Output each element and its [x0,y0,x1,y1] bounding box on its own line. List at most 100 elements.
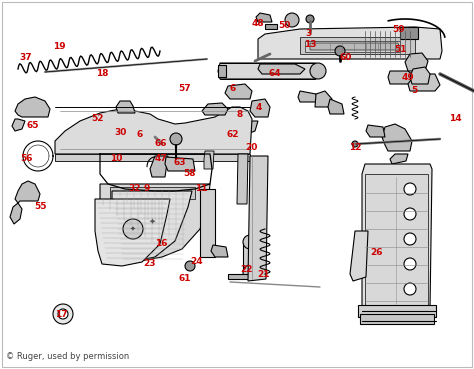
Circle shape [306,15,314,23]
Polygon shape [328,99,344,114]
Text: © Ruger, used by permission: © Ruger, used by permission [6,352,129,361]
Polygon shape [165,157,195,171]
Text: 3: 3 [305,29,311,38]
Polygon shape [350,231,368,281]
Polygon shape [300,37,415,54]
Bar [360,314,434,324]
Text: 56: 56 [20,154,32,163]
Text: 65: 65 [27,121,39,130]
Polygon shape [150,156,168,177]
Polygon shape [211,245,228,257]
Polygon shape [362,164,432,309]
Circle shape [404,208,416,220]
Polygon shape [365,174,428,306]
Circle shape [243,235,257,249]
Text: 47: 47 [155,154,167,163]
Text: 55: 55 [34,202,46,211]
Polygon shape [200,189,215,257]
Polygon shape [405,53,428,71]
Text: 24: 24 [191,258,203,266]
Text: ✦: ✦ [130,226,136,232]
Bar [358,305,436,317]
Text: 58: 58 [183,169,196,178]
Text: 50: 50 [278,21,291,30]
Circle shape [404,283,416,295]
Text: 13: 13 [304,40,317,49]
Text: 6: 6 [137,130,143,139]
Circle shape [58,309,68,319]
Text: 64: 64 [269,69,281,78]
Polygon shape [55,107,252,154]
Text: 9: 9 [144,184,150,193]
Polygon shape [10,203,22,224]
Polygon shape [12,119,25,131]
Circle shape [404,258,416,270]
Text: 21: 21 [257,270,269,279]
Circle shape [404,233,416,245]
Text: 26: 26 [371,248,383,257]
Text: 12: 12 [349,143,362,152]
Text: 66: 66 [155,139,167,148]
Polygon shape [116,101,135,113]
Bar [228,274,250,279]
Polygon shape [310,43,400,50]
Circle shape [140,209,164,233]
Circle shape [170,133,182,145]
Text: 57: 57 [179,84,191,93]
Text: ✦: ✦ [148,217,155,225]
Polygon shape [245,121,258,134]
Polygon shape [15,97,50,117]
Text: 11: 11 [195,184,208,193]
Bar [400,27,418,39]
Text: 49: 49 [401,73,414,82]
Polygon shape [298,91,318,102]
Text: 17: 17 [55,310,68,319]
Text: 61: 61 [179,274,191,283]
Polygon shape [218,63,320,79]
Text: 30: 30 [115,128,127,137]
Polygon shape [250,99,270,117]
Text: 20: 20 [245,143,257,152]
Polygon shape [100,184,210,261]
Text: 52: 52 [91,114,103,123]
Bar [243,242,257,272]
Text: 51: 51 [394,45,407,54]
Polygon shape [225,84,252,99]
Text: 18: 18 [96,69,108,78]
Polygon shape [258,27,442,59]
Polygon shape [204,151,214,169]
Polygon shape [390,154,408,164]
Polygon shape [248,156,268,281]
Polygon shape [305,41,400,52]
Polygon shape [258,64,305,74]
Text: 4: 4 [255,103,262,111]
Text: 63: 63 [174,158,186,167]
Polygon shape [366,125,385,137]
Text: 37: 37 [20,53,32,62]
Circle shape [352,141,358,147]
Text: 23: 23 [143,259,155,268]
Text: 59: 59 [392,25,404,34]
Bar [218,65,226,77]
Polygon shape [95,199,170,266]
Text: 5: 5 [411,86,418,95]
Polygon shape [382,124,412,151]
Circle shape [185,261,195,271]
Text: 32: 32 [129,184,141,193]
Text: 8: 8 [236,110,243,119]
Polygon shape [202,103,228,115]
Text: 16: 16 [155,239,167,248]
Polygon shape [237,154,248,204]
Polygon shape [55,154,250,161]
Text: 60: 60 [340,53,352,62]
Text: 14: 14 [449,114,461,123]
Polygon shape [410,67,430,84]
Text: 48: 48 [252,20,264,28]
Text: 22: 22 [240,265,253,274]
Text: 19: 19 [53,42,65,51]
Text: 62: 62 [226,130,238,139]
Circle shape [404,183,416,195]
Polygon shape [388,71,418,84]
Circle shape [123,219,143,239]
Polygon shape [15,181,40,203]
